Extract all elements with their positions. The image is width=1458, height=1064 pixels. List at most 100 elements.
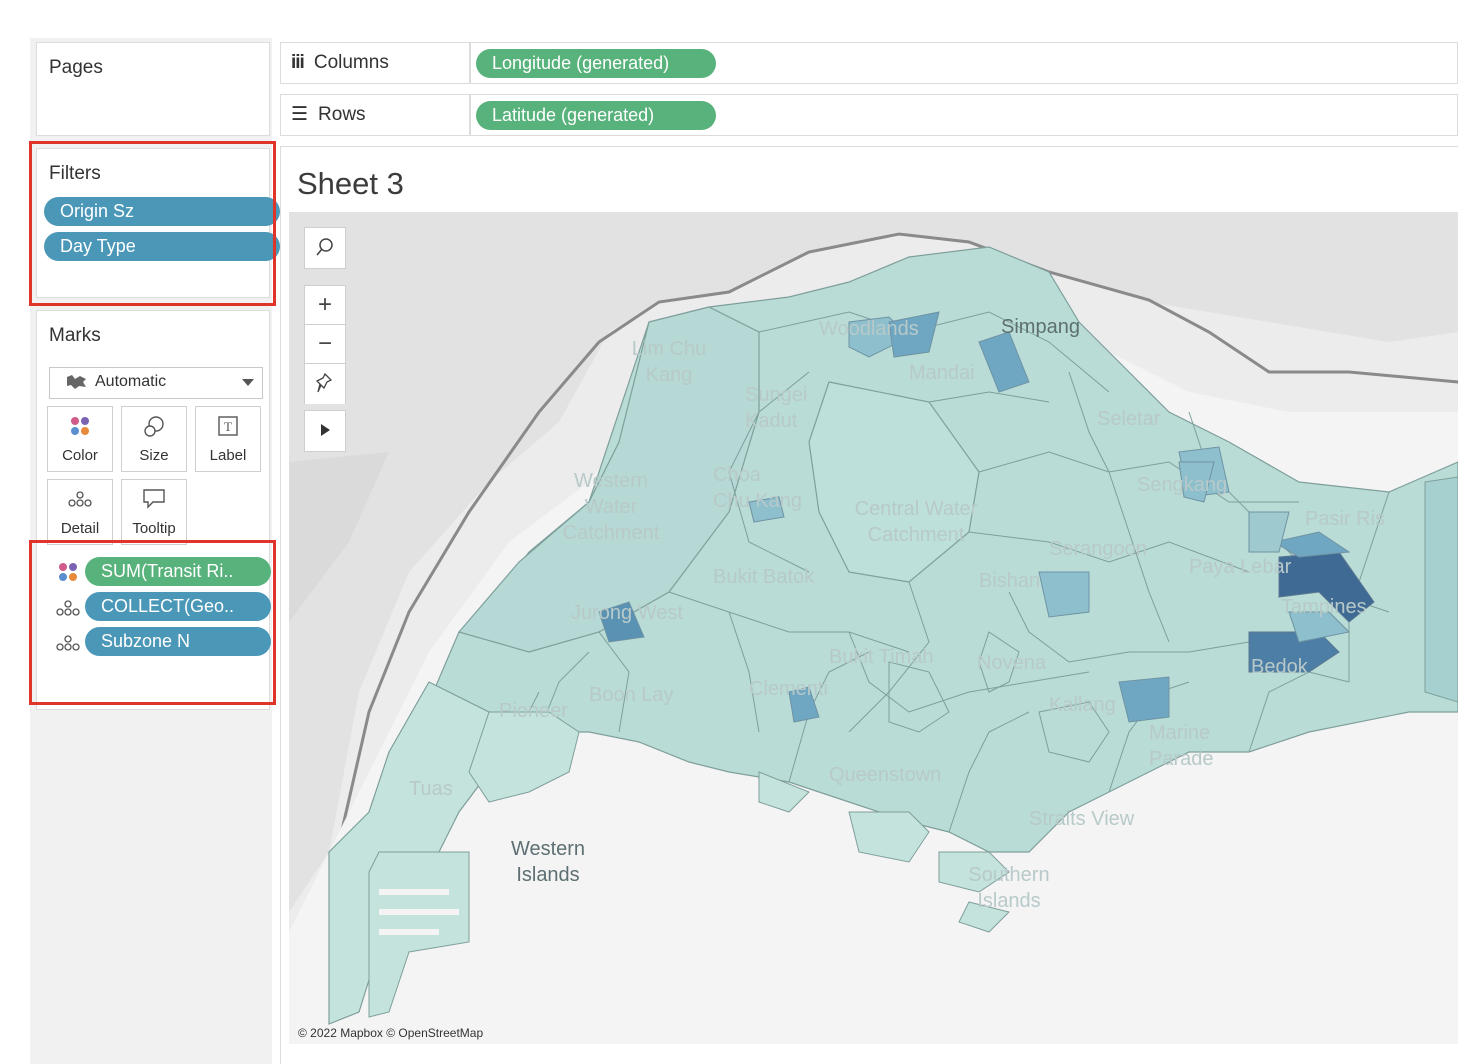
label-button[interactable]: T Label (195, 406, 261, 472)
place-label: Southern Islands (968, 864, 1050, 912)
place-label: Pasir Ris (1305, 508, 1386, 530)
marks-field-collect-geo[interactable]: COLLECT(Geo.. (85, 592, 271, 621)
place-label: Mandai (909, 362, 975, 384)
place-label: Choa Chu Kang (713, 464, 802, 512)
place-label: Boon Lay (589, 684, 674, 706)
island-shape (958, 901, 1010, 933)
columns-icon: iii (291, 52, 305, 73)
subzone-shape (1424, 476, 1458, 703)
mainland-shape (289, 452, 389, 622)
detail-icon (55, 632, 81, 659)
columns-shelf[interactable]: Longitude (generated) (470, 42, 1458, 84)
subzone-mid (1178, 461, 1215, 503)
zoom-in-icon[interactable]: + (304, 285, 346, 326)
place-label: Sungei Kadut (745, 384, 808, 432)
color-icon (57, 561, 79, 588)
rows-shelf-label: ☰ Rows (280, 94, 470, 136)
place-label: Lim Chu Kang (631, 338, 707, 386)
island-shape (848, 811, 930, 863)
pages-card: Pages (36, 42, 270, 136)
size-icon (122, 415, 186, 439)
subzone-mid (1288, 611, 1351, 643)
rows-pill-latitude[interactable]: Latitude (generated) (476, 101, 716, 130)
detail-button[interactable]: Detail (47, 479, 113, 545)
color-button[interactable]: Color (47, 406, 113, 472)
place-label: Bishan (979, 570, 1041, 592)
filters-card[interactable]: Filters Origin Sz Day Type (36, 148, 280, 298)
rows-icon: ☰ (291, 104, 309, 125)
reclaim-lines (379, 889, 459, 935)
subzone-mid (1038, 571, 1090, 618)
color-button-label: Color (62, 447, 98, 464)
pin-icon[interactable] (304, 363, 346, 404)
map-canvas (289, 212, 1458, 1044)
place-label: Seletar (1097, 408, 1161, 430)
subzone-mid (1248, 511, 1290, 553)
marks-field-subzone-n[interactable]: Subzone N (85, 627, 271, 656)
marks-card: Marks Automatic Color Size (36, 310, 271, 710)
place-label: Clementi (749, 678, 828, 700)
map-icon (66, 368, 88, 396)
island-shape (938, 851, 1010, 893)
place-label: Jurong West (571, 602, 683, 624)
subzone-mid (788, 686, 820, 723)
place-label: Central Water Catchment (854, 498, 978, 546)
marks-title: Marks (49, 325, 101, 346)
mark-type-dropdown[interactable]: Automatic (49, 367, 263, 399)
color-icon (48, 415, 112, 439)
subzone-mid (598, 601, 645, 643)
island-shape (468, 711, 580, 803)
filter-pill-day-type[interactable]: Day Type (44, 232, 280, 261)
place-label: Bedok (1251, 656, 1308, 678)
marks-fields-highlight (29, 540, 276, 705)
size-button[interactable]: Size (121, 406, 187, 472)
subzone-mid (748, 496, 785, 523)
place-label: Western Islands (510, 838, 586, 886)
place-label: Tampines (1281, 596, 1367, 618)
zoom-out-icon[interactable]: − (304, 324, 346, 365)
place-label: Pioneer (499, 700, 568, 722)
place-label: Bukit Batok (713, 566, 815, 588)
map-attribution: © 2022 Mapbox © OpenStreetMap (298, 1026, 484, 1040)
marks-field-sum-transit[interactable]: SUM(Transit Ri.. (85, 557, 271, 586)
rows-label: Rows (318, 104, 366, 125)
place-label: Marine Parade (1149, 722, 1214, 770)
columns-label: Columns (313, 52, 389, 73)
place-label: Simpang (1001, 316, 1080, 338)
pages-title: Pages (49, 57, 103, 78)
size-button-label: Size (139, 447, 169, 464)
island-shape (758, 771, 810, 813)
filters-title: Filters (49, 163, 101, 184)
place-label: Bukit Timah (829, 646, 934, 668)
place-label: Novena (977, 652, 1046, 674)
tooltip-button-label: Tooltip (132, 520, 176, 537)
place-label: Western Water Catchment (562, 470, 660, 544)
columns-shelf-label: iii Columns (280, 42, 470, 84)
play-icon[interactable] (304, 410, 346, 452)
subzone-mid (978, 331, 1030, 393)
search-icon[interactable] (304, 227, 346, 269)
svg-text:T: T (224, 419, 232, 434)
map-view[interactable]: + − Woodlands Simpang Mandai Lim Chu Kan… (289, 212, 1458, 1044)
border-line (335, 232, 1458, 853)
columns-pill-longitude[interactable]: Longitude (generated) (476, 49, 716, 78)
mainland-shape (289, 212, 1458, 912)
label-button-label: Label (209, 447, 247, 464)
label-icon: T (196, 415, 260, 439)
detail-icon (48, 488, 112, 512)
place-label: Woodlands (819, 318, 919, 340)
tooltip-button[interactable]: Tooltip (121, 479, 187, 545)
place-label: Straits View (1029, 808, 1135, 830)
sheet-title: Sheet 3 (297, 166, 404, 201)
detail-button-label: Detail (60, 520, 100, 537)
place-label: Queenstown (829, 764, 942, 786)
rows-shelf[interactable]: Latitude (generated) (470, 94, 1458, 136)
filter-pill-origin-sz[interactable]: Origin Sz (44, 197, 280, 226)
place-label: Tuas (409, 778, 453, 800)
tooltip-icon (122, 488, 186, 512)
chevron-down-icon (242, 379, 254, 386)
mark-type-label: Automatic (95, 373, 167, 390)
subzone-mid (1118, 676, 1170, 723)
filters-highlight (29, 141, 276, 306)
subzone-mid (1272, 531, 1351, 558)
